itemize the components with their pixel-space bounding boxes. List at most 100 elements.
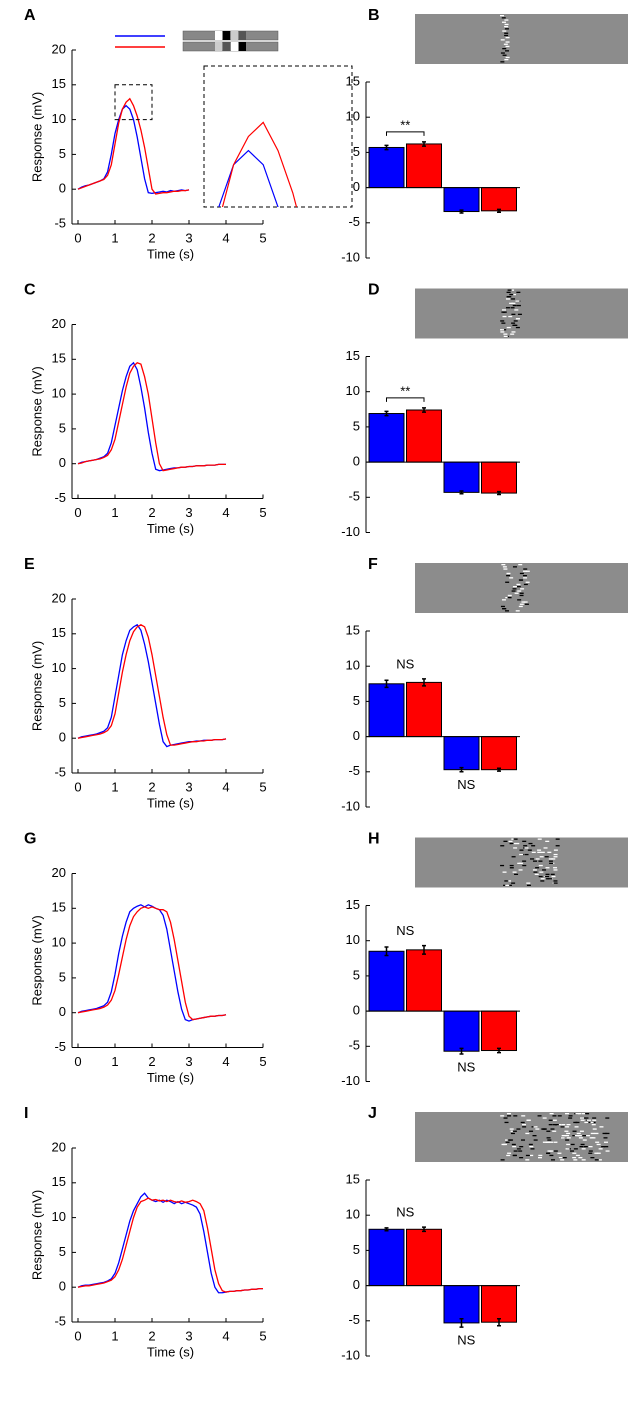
x-tick-label: 0: [74, 230, 81, 245]
stimulus-dash: [516, 586, 521, 588]
stimulus-dash: [505, 597, 510, 599]
y-tick-label: 15: [52, 900, 66, 915]
trace: [77, 1197, 263, 1293]
stimulus-dash: [515, 300, 520, 302]
y-tick-label: 5: [353, 144, 360, 159]
stimulus-dash: [509, 293, 514, 296]
stimulus-dash: [512, 1130, 517, 1132]
stimulus-dash: [512, 566, 517, 568]
stimulus-dash: [572, 1152, 577, 1154]
stimulus-dash: [502, 608, 507, 610]
stimulus-dash: [544, 856, 549, 858]
stimulus-dash: [503, 335, 508, 337]
stimulus-dash: [504, 32, 509, 34]
x-tick-label: 1: [111, 779, 118, 794]
error-bar: [422, 944, 426, 955]
y-tick-label: 0: [59, 1004, 66, 1019]
x-tick-label: 5: [259, 779, 266, 794]
stimulus-dash: [500, 52, 505, 54]
x-tick-label: 4: [222, 1054, 229, 1069]
bar: [406, 949, 442, 1012]
x-tick-label: 0: [74, 1054, 81, 1069]
stimulus-dash: [515, 326, 520, 329]
stimulus-dash: [591, 1137, 596, 1139]
stimulus-dash: [560, 1159, 565, 1161]
stimulus-dash: [573, 1121, 578, 1124]
stimulus-dash: [528, 1143, 533, 1146]
stimulus-dash: [594, 1159, 599, 1161]
stimulus-dash: [586, 1119, 591, 1121]
trace: [77, 1192, 263, 1294]
stimulus-dash: [512, 1154, 517, 1157]
stimulus-dash: [553, 1141, 558, 1143]
stimulus-dash: [565, 1148, 570, 1150]
stimulus-dash: [596, 1152, 601, 1154]
stimulus-dash: [517, 599, 522, 601]
stimulus-dash: [503, 1117, 508, 1119]
stimulus-dash: [550, 1128, 555, 1130]
stimulus-dash: [577, 1135, 582, 1137]
trace: [77, 104, 190, 195]
stimulus-dash: [572, 1130, 577, 1132]
stimulus-dash: [552, 1115, 557, 1117]
stimulus-dash: [589, 1121, 594, 1124]
y-tick-label: 5: [353, 967, 360, 982]
significance-label: NS: [396, 656, 414, 671]
legend-stimulus-bar: [239, 42, 246, 51]
stimulus-dash: [582, 1135, 587, 1137]
stimulus-dash: [501, 1143, 506, 1146]
stimulus-dash: [525, 570, 530, 572]
stimulus-dash: [506, 296, 511, 298]
y-tick-label: 10: [52, 111, 66, 126]
stimulus-dash: [596, 1143, 601, 1146]
error-bar: [422, 1226, 426, 1233]
y-tick-label: -10: [341, 524, 360, 539]
panel-label: C: [24, 282, 36, 299]
stimulus-dash: [523, 577, 528, 579]
stimulus-dash: [503, 884, 508, 886]
stimulus-dash: [522, 860, 527, 862]
stimulus-dash: [519, 603, 524, 605]
stimulus-dash: [565, 1135, 570, 1137]
stimulus-dash: [517, 590, 522, 592]
x-tick-label: 3: [185, 230, 192, 245]
stimulus-dash: [505, 581, 510, 583]
significance-label: **: [400, 383, 410, 398]
stimulus-dash: [512, 871, 517, 873]
y-tick-label: 20: [52, 316, 66, 331]
y-tick-label: 15: [52, 1174, 66, 1189]
stimulus-dash: [503, 43, 508, 45]
stimulus-dash: [552, 1130, 557, 1132]
stimulus-dash: [532, 1135, 537, 1137]
stimulus-dash: [526, 884, 531, 886]
stimulus-dash: [548, 1124, 553, 1126]
x-tick-label: 0: [74, 779, 81, 794]
stimulus-dash: [535, 858, 540, 860]
y-tick-label: 0: [353, 179, 360, 194]
stimulus-dash: [504, 59, 509, 61]
stimulus-dash: [548, 860, 553, 862]
y-tick-label: 15: [346, 348, 360, 363]
stimulus-dash: [519, 1146, 524, 1148]
bar: [406, 143, 442, 189]
y-tick-label: 5: [59, 1244, 66, 1259]
stimulus-dash: [507, 1139, 512, 1141]
stimulus-dash: [545, 875, 550, 878]
stimulus-dash: [519, 592, 524, 594]
y-tick-label: 5: [59, 695, 66, 710]
stimulus-dash: [511, 882, 516, 884]
stimulus-dash: [553, 1150, 558, 1152]
stimulus-dash: [592, 1128, 597, 1130]
stimulus-dash: [516, 291, 521, 293]
x-tick-label: 2: [148, 779, 155, 794]
stimulus-dash: [570, 1150, 575, 1152]
trace: [77, 362, 226, 472]
error-bar: [384, 410, 389, 417]
stimulus-dash: [558, 1157, 563, 1159]
error-bar: [459, 1317, 464, 1328]
bar: [481, 736, 517, 771]
stimulus-dash: [540, 880, 545, 882]
stimulus-dash: [500, 61, 505, 63]
stimulus-dash: [604, 1146, 609, 1148]
stimulus-dash: [509, 577, 514, 579]
